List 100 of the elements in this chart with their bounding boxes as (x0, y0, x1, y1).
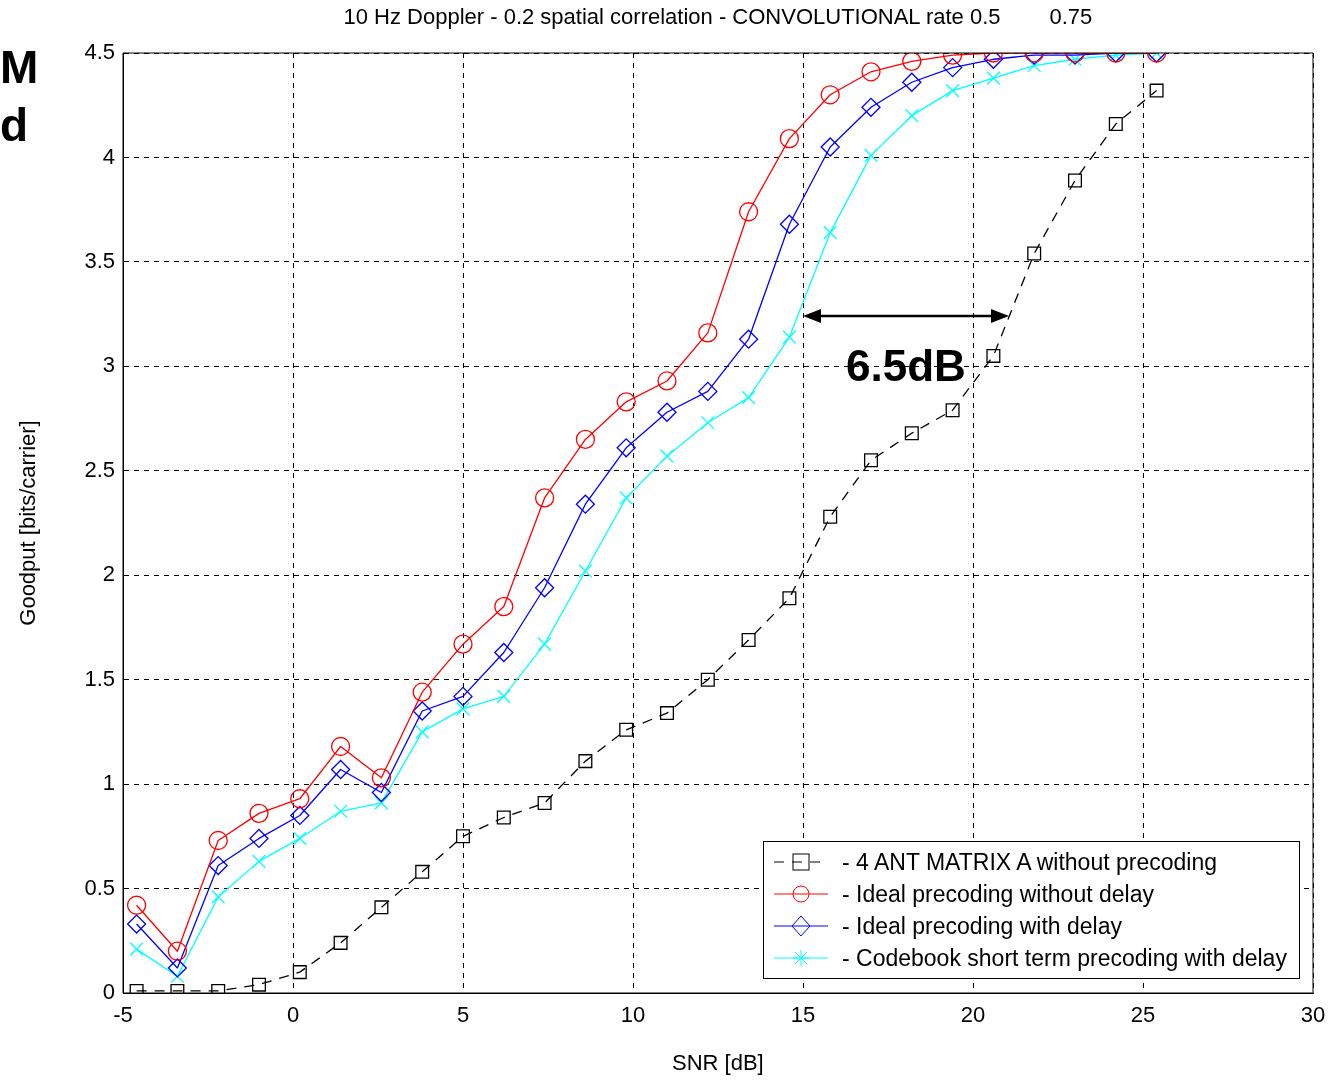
point (657, 402, 677, 422)
point (537, 637, 552, 652)
point (904, 426, 919, 441)
point (823, 509, 838, 524)
point (371, 768, 392, 788)
point (453, 686, 473, 707)
point (986, 348, 1001, 363)
point (167, 958, 188, 978)
point (942, 57, 963, 78)
point (657, 371, 677, 391)
point (292, 831, 307, 846)
point (333, 804, 348, 819)
chart-title: 10 Hz Doppler - 0.2 spatial correlation - CONVOLUTIONAL rate 0.5 0.75 (343, 4, 1093, 30)
point (741, 632, 756, 647)
point (863, 148, 879, 163)
point (167, 941, 188, 961)
point (820, 137, 840, 157)
text: M (0, 40, 39, 94)
point (412, 701, 432, 721)
point (861, 62, 881, 82)
point (659, 706, 675, 721)
point (170, 969, 185, 984)
point (129, 942, 144, 957)
y-tick-label: 1.5 (84, 665, 115, 691)
point (578, 564, 593, 579)
annotation: 6.5dB (846, 341, 966, 392)
point (1108, 117, 1123, 132)
point (330, 736, 351, 757)
point (578, 754, 593, 769)
y-tick-label: 4.5 (84, 39, 115, 65)
point (496, 689, 511, 704)
point (575, 429, 596, 450)
y-tick-label: 3 (102, 352, 115, 378)
point (333, 935, 348, 950)
point (1027, 58, 1042, 73)
point (455, 701, 471, 716)
x-tick-label: 25 (1130, 1002, 1156, 1028)
point (126, 914, 147, 934)
point (537, 795, 552, 810)
point (208, 830, 228, 851)
x-tick-label: 5 (456, 1002, 470, 1028)
point (371, 782, 392, 803)
x-tick-label: -5 (113, 1002, 133, 1028)
legend-label: - 4 ANT MATRIX A without precoding (842, 848, 1217, 876)
point (534, 578, 555, 598)
point (698, 323, 718, 343)
x-tick-label: 30 (1300, 1002, 1326, 1028)
point (453, 634, 473, 654)
y-tick-label: 0 (102, 979, 115, 1005)
point (575, 494, 596, 514)
point (494, 596, 514, 617)
x-tick-label: 20 (960, 1002, 986, 1028)
point (700, 672, 715, 687)
point (861, 97, 881, 117)
point (1149, 83, 1164, 98)
point (211, 889, 226, 904)
point (902, 72, 922, 92)
point (779, 214, 800, 234)
legend-label: - Ideal precoding with delay (842, 912, 1122, 940)
point (290, 805, 310, 826)
point (496, 810, 511, 825)
point (1027, 246, 1042, 261)
point (945, 83, 960, 98)
point (659, 449, 675, 464)
y-tick-label: 2.5 (84, 456, 115, 482)
point (534, 488, 555, 508)
point (741, 390, 756, 405)
point (863, 453, 879, 468)
x-tick-label: 10 (620, 1002, 646, 1028)
y-tick-label: 3.5 (84, 247, 115, 273)
legend-label: - Codebook short term precoding with delay (842, 944, 1287, 972)
point (823, 225, 838, 240)
point (249, 828, 269, 849)
point (374, 795, 389, 810)
point (779, 128, 800, 149)
point (782, 591, 797, 606)
point (249, 803, 269, 824)
point (986, 71, 1001, 86)
point (290, 789, 310, 809)
x-tick-label: 0 (286, 1002, 300, 1028)
point (208, 855, 228, 876)
x-axis-title: SNR [dB] (672, 1050, 764, 1076)
text: d (0, 98, 29, 152)
point (330, 759, 351, 780)
point (700, 415, 715, 430)
y-tick-label: 2 (102, 561, 115, 587)
point (820, 85, 840, 105)
point (904, 108, 919, 123)
y-axis-title: Goodput [bits/carrier] (14, 420, 41, 626)
y-tick-label: 0.5 (84, 874, 115, 900)
point (782, 330, 797, 345)
point (698, 381, 718, 402)
point (374, 900, 389, 915)
point (251, 977, 267, 992)
point (616, 392, 636, 412)
point (292, 965, 307, 980)
point (945, 403, 960, 418)
point (126, 895, 147, 915)
point (902, 53, 922, 72)
point (455, 829, 471, 844)
